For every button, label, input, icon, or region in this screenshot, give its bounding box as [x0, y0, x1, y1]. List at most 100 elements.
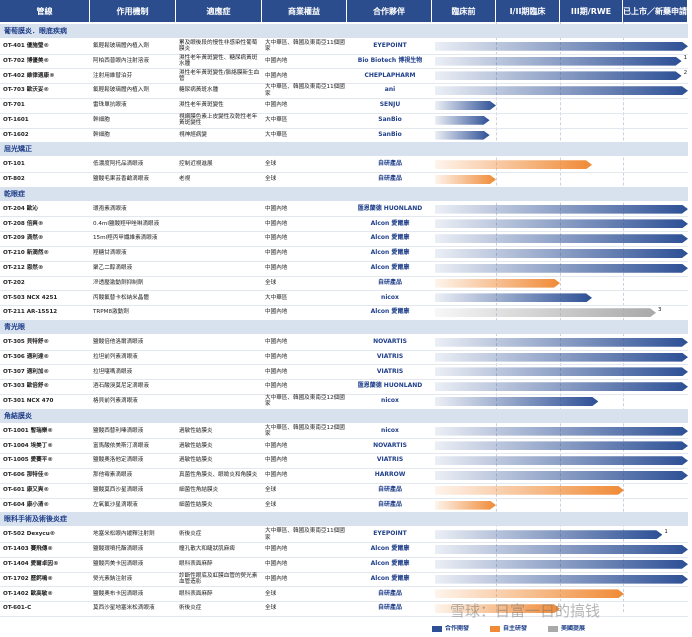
progress-bar	[435, 264, 688, 273]
cell-pipeline: OT-307 適利加®	[3, 368, 50, 375]
cell-pipeline: OT-210 新潤然®	[3, 250, 50, 257]
cell-mechanism: 鹽酸毛果芸香鹼滴眼液	[93, 176, 149, 183]
partner: SENJU	[379, 101, 401, 109]
cell-indication: 濕性老年黃斑變性、糖尿病黃斑水腫	[179, 54, 258, 67]
cell-rights: 大中華區	[265, 131, 288, 138]
progress-bar	[435, 116, 490, 125]
cell-rights: 中國內地	[265, 235, 288, 242]
cell-indication: 控制近視進展	[179, 161, 213, 168]
partner: nicox	[381, 293, 399, 301]
progress-bar	[435, 338, 688, 347]
row-line	[0, 394, 688, 395]
cell-indication: 眼科表面麻醉	[179, 590, 213, 597]
partner: Alcon 愛爾康	[370, 308, 410, 316]
progress-bar	[435, 575, 688, 584]
row-line	[0, 601, 688, 603]
cell-mechanism: 左氧氟沙星滴眼液	[93, 501, 138, 508]
progress-bar	[435, 427, 688, 436]
note: 1	[683, 54, 688, 61]
cell-rights: 大中華區、韓國及東南亞12個國家	[265, 424, 345, 437]
cell-rights: 中國內地	[265, 575, 288, 582]
cell-rights: 中國內地	[265, 472, 288, 479]
cell-rights: 中國內地	[265, 57, 288, 64]
cell-indication: 過敏性結膜炎	[179, 457, 213, 464]
cell-rights: 大中華區、韓國及東南亞11個國家	[265, 84, 345, 97]
partner: Alcon 愛爾康	[370, 560, 410, 568]
cell-mechanism: 低濃度阿托品滴眼液	[93, 161, 144, 168]
note: 3	[658, 306, 662, 313]
partner: EYEPOINT	[373, 42, 407, 50]
row-line	[0, 260, 688, 262]
row-line	[0, 364, 688, 366]
partner: VIATRIS	[376, 352, 404, 360]
cell-pipeline: OT-1001 暫瑞樂®	[3, 427, 53, 434]
progress-bar	[435, 131, 490, 140]
cell-rights: 中國內地	[265, 250, 288, 257]
partner: 自研產品	[377, 278, 402, 286]
row-line	[0, 53, 688, 55]
legend-label: 美國提展	[561, 625, 586, 632]
cell-pipeline: OT-1402 歐高敏®	[3, 590, 53, 597]
legend-swatch	[490, 626, 500, 632]
partner: NOVARTIS	[373, 441, 407, 449]
partner: 匯恩蘭德 HUONLAND	[357, 382, 423, 390]
progress-bar	[435, 249, 688, 258]
column-header: 適應症	[176, 0, 262, 22]
progress-bar	[435, 101, 496, 110]
cell-rights: 中國內地	[265, 265, 288, 272]
cell-rights: 中國內地	[265, 457, 288, 464]
cell-rights: 全球	[265, 279, 277, 286]
cell-rights: 全球	[265, 161, 277, 168]
cell-pipeline: OT-1702 歷鈣鳴®	[3, 575, 53, 582]
row-line	[0, 349, 688, 351]
cell-pipeline: OT-202	[3, 279, 25, 286]
cell-indication: 眼科表面麻醉	[179, 561, 213, 568]
cell-indication	[179, 276, 260, 291]
cell-indication	[179, 350, 260, 365]
column-header: 商業權益	[262, 0, 347, 22]
cell-mechanism: 地塞米松眼內緩釋注射劑	[93, 531, 155, 538]
partner: 匯恩蘭德 HUONLAND	[357, 204, 423, 212]
progress-bar	[435, 175, 496, 184]
row-line	[0, 438, 688, 440]
column-header: III期/RWE	[560, 0, 623, 22]
partner: 自研產品	[377, 175, 402, 183]
cell-indication	[179, 379, 260, 394]
cell-mechanism: 雷珠單抗眼液	[93, 102, 127, 109]
cell-mechanism: 丙酸氟替卡松納米晶體	[93, 294, 149, 301]
progress-bar	[435, 560, 688, 569]
progress-bar	[435, 42, 688, 51]
column-header: 管線	[0, 0, 90, 22]
partner: nicox	[381, 397, 399, 405]
progress-bar	[435, 382, 688, 391]
row-line	[0, 453, 688, 455]
section-title: 角結膜炎	[0, 408, 688, 423]
cell-pipeline: OT-101	[3, 161, 25, 168]
progress-bar	[435, 545, 688, 554]
note: 1	[664, 528, 668, 535]
cell-rights: 中國內地	[265, 220, 288, 227]
cell-pipeline: OT-301 NCX 470	[3, 398, 54, 405]
cell-pipeline: OT-703 歐沃妥®	[3, 87, 50, 94]
note: 2	[683, 69, 688, 76]
row-line	[0, 98, 688, 99]
partner: NOVARTIS	[373, 338, 407, 346]
row-line	[0, 231, 688, 233]
cell-indication	[179, 246, 260, 261]
progress-bar	[435, 57, 682, 66]
cell-pipeline: OT-204 歐沁	[3, 205, 38, 212]
cell-rights: 中國內地	[265, 561, 288, 568]
progress-bar	[435, 456, 688, 465]
row-line	[0, 305, 688, 307]
row-line	[0, 616, 688, 617]
cell-indication: 細菌性結膜炎	[179, 501, 213, 508]
cell-mechanism: 15ml羥丙甲纖維素滴眼液	[93, 235, 158, 242]
cell-rights: 中國內地	[265, 353, 288, 360]
cell-rights: 中國內地	[265, 72, 288, 79]
cell-mechanism: 注射用維替泊芬	[93, 72, 133, 79]
row-line	[0, 275, 688, 277]
cell-mechanism: 聚乙二醇滴眼液	[93, 265, 133, 272]
cell-pipeline: OT-209 滴然®	[3, 235, 44, 242]
cell-pipeline: OT-1004 埃美丁®	[3, 442, 53, 449]
